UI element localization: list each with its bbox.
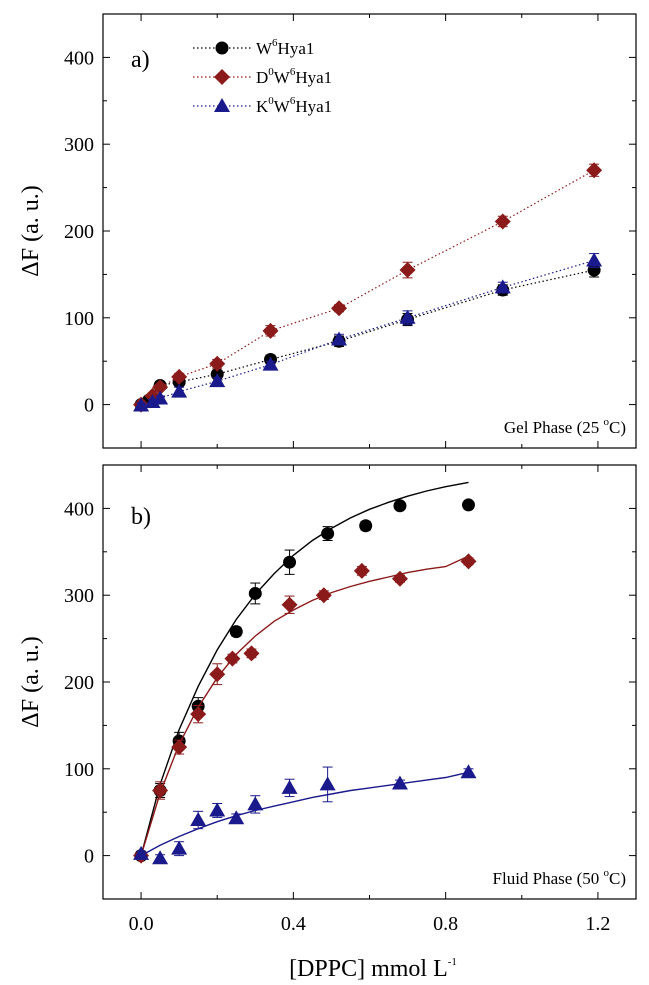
data-point-diamond — [353, 562, 370, 579]
y-tick-label-b: 200 — [64, 672, 94, 694]
y-tick-label-a: 200 — [64, 221, 94, 243]
panel-a: 0 100 200 300 400 ΔF (a. u.) a) Gel Phase (25 o… — [18, 13, 637, 449]
data-point-diamond — [224, 650, 241, 667]
data-point-diamond — [209, 666, 226, 683]
series-b-circle — [134, 481, 475, 863]
data-point-triangle — [152, 850, 169, 865]
data-point-triangle — [133, 845, 150, 860]
legend-label: D0W6Hya1 — [256, 66, 332, 87]
y-tick-label-a: 300 — [64, 134, 94, 156]
data-point-circle — [461, 498, 475, 512]
data-point-triangle — [399, 309, 416, 324]
data-point-triangle — [460, 764, 477, 779]
data-point-triangle — [281, 779, 298, 794]
x-tick-label: 0.4 — [281, 913, 306, 935]
data-point-diamond — [171, 739, 188, 756]
panel-tag-a: a) — [131, 47, 150, 73]
data-point-diamond — [315, 587, 332, 604]
data-point-triangle — [209, 802, 226, 817]
data-point-triangle — [494, 279, 511, 294]
legend-marker-diamond — [214, 69, 230, 85]
y-axis-title-a: ΔF (a. u.) — [18, 185, 44, 276]
data-point-diamond — [391, 570, 408, 587]
x-tick-label: 1.2 — [585, 913, 610, 935]
panel-tag-b: b) — [131, 504, 151, 530]
data-point-diamond — [152, 782, 169, 799]
data-point-triangle — [262, 356, 279, 371]
legend-label: W6Hya1 — [256, 37, 314, 58]
x-tick-label: 0.0 — [129, 913, 154, 935]
y-axis-title-b: ΔF (a. u.) — [18, 636, 44, 727]
y-tick-label-b: 100 — [64, 759, 94, 781]
data-point-diamond — [262, 322, 279, 339]
data-point-circle — [229, 625, 243, 639]
series-a-circle — [134, 262, 601, 412]
data-point-circle — [321, 527, 335, 541]
phase-label-a: Gel Phase (25 oC) — [504, 416, 626, 437]
data-point-circle — [283, 555, 297, 569]
fit-curve — [140, 771, 469, 857]
phase-label-b: Fluid Phase (50 oC) — [493, 867, 626, 888]
data-point-diamond — [494, 213, 511, 230]
data-point-triangle — [209, 373, 226, 388]
data-point-diamond — [460, 553, 477, 570]
panel-b: 0 100 200 300 400 0.0 0.4 0.8 1.2 ΔF (a. u.) b) Flu… — [18, 464, 637, 935]
data-point-triangle — [228, 810, 245, 825]
series-line — [140, 259, 595, 407]
data-point-triangle — [391, 775, 408, 790]
data-point-triangle — [171, 840, 188, 855]
data-point-diamond — [331, 300, 348, 317]
y-tick-label-b: 400 — [64, 498, 94, 520]
data-point-diamond — [209, 355, 226, 372]
series-a-triangle — [133, 252, 603, 412]
legend-marker-triangle — [214, 98, 230, 112]
legend-label: K0W6Hya1 — [256, 95, 332, 116]
data-point-diamond — [152, 379, 169, 396]
data-point-triangle — [331, 331, 348, 346]
data-point-triangle — [319, 776, 336, 791]
data-point-diamond — [281, 596, 298, 613]
data-point-triangle — [171, 383, 188, 398]
data-point-diamond — [171, 368, 188, 385]
y-tick-label-a: 0 — [84, 395, 94, 417]
data-point-circle — [248, 586, 262, 600]
data-point-diamond — [399, 262, 416, 279]
y-tick-label-b: 0 — [84, 846, 94, 868]
data-point-triangle — [152, 390, 169, 405]
series-line — [140, 169, 595, 406]
data-point-circle — [587, 263, 601, 277]
y-tick-label-a: 100 — [64, 308, 94, 330]
data-point-circle — [393, 499, 407, 513]
series-b-triangle — [133, 764, 477, 865]
data-point-triangle — [247, 796, 264, 811]
data-point-diamond — [243, 645, 260, 662]
series-line — [140, 269, 595, 406]
data-point-circle — [359, 519, 373, 533]
series-b-diamond — [133, 553, 477, 864]
data-point-diamond — [586, 162, 603, 179]
legend: W6Hya1 D0W6Hya1 K0W6Hya1 — [193, 37, 332, 116]
data-point-triangle — [190, 812, 207, 827]
y-tick-label-a: 400 — [64, 47, 94, 69]
fit-curve — [140, 481, 469, 856]
legend-marker-circle — [215, 41, 229, 55]
x-axis-title: [DPPC] mmol L-1 — [289, 956, 457, 982]
data-point-diamond — [190, 706, 207, 723]
y-tick-label-b: 300 — [64, 585, 94, 607]
series-a-diamond — [133, 162, 603, 413]
x-tick-label: 0.8 — [433, 913, 458, 935]
data-point-triangle — [586, 252, 603, 267]
